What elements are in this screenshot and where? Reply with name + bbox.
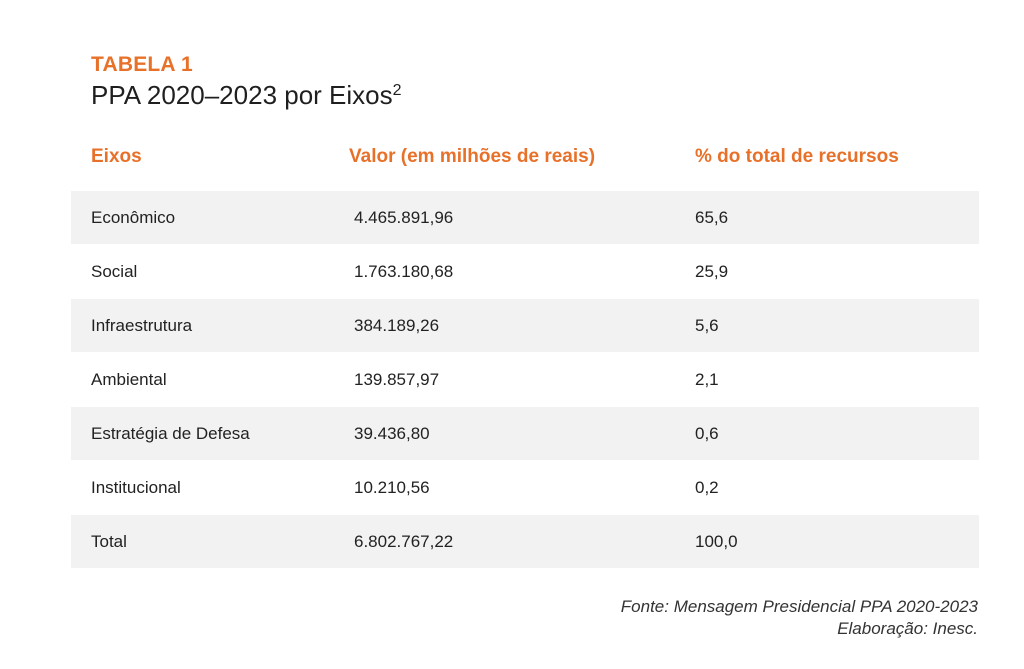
table-row: Ambiental 139.857,97 2,1	[71, 353, 979, 406]
cell-eixo: Estratégia de Defesa	[91, 424, 250, 443]
table-label: TABELA 1	[91, 53, 193, 76]
column-header-percent: % do total de recursos	[695, 146, 899, 167]
title-footnote-ref: 2	[392, 82, 402, 99]
cell-eixo: Total	[91, 532, 127, 551]
cell-percent: 5,6	[695, 316, 719, 335]
cell-percent: 25,9	[695, 262, 729, 281]
cell-valor: 4.465.891,96	[354, 208, 454, 227]
table-row: Econômico 4.465.891,96 65,6	[71, 191, 979, 244]
cell-eixo: Econômico	[91, 208, 176, 227]
cell-percent: 0,6	[695, 424, 719, 443]
table-row: Social 1.763.180,68 25,9	[71, 245, 979, 298]
cell-valor: 384.189,26	[354, 316, 440, 335]
cell-valor: 1.763.180,68	[354, 262, 454, 281]
table-row: Institucional 10.210,56 0,2	[71, 461, 979, 514]
cell-valor: 6.802.767,22	[354, 532, 454, 551]
credit-line: Elaboração: Inesc.	[837, 619, 978, 638]
cell-percent: 0,2	[695, 478, 719, 497]
column-header-eixos: Eixos	[91, 146, 142, 167]
cell-eixo: Ambiental	[91, 370, 167, 389]
cell-percent: 100,0	[695, 532, 738, 551]
table-body: Econômico 4.465.891,96 65,6 Social 1.763…	[71, 191, 979, 569]
table-title: PPA 2020–2023 por Eixos2	[91, 80, 402, 111]
source-line: Fonte: Mensagem Presidencial PPA 2020-20…	[620, 597, 978, 616]
table-row-total: Total 6.802.767,22 100,0	[71, 515, 979, 568]
column-header-valor: Valor (em milhões de reais)	[349, 146, 596, 167]
table-row: Infraestrutura 384.189,26 5,6	[71, 299, 979, 352]
cell-valor: 139.857,97	[354, 370, 440, 389]
table-source: Fonte: Mensagem Presidencial PPA 2020-20…	[621, 596, 978, 640]
table-row: Estratégia de Defesa 39.436,80 0,6	[71, 407, 979, 460]
title-text: PPA 2020–2023 por Eixos	[91, 80, 393, 110]
cell-percent: 65,6	[695, 208, 729, 227]
cell-eixo: Institucional	[91, 478, 181, 497]
cell-percent: 2,1	[695, 370, 719, 389]
cell-eixo: Social	[91, 262, 138, 281]
cell-valor: 10.210,56	[354, 478, 430, 497]
cell-valor: 39.436,80	[354, 424, 430, 443]
cell-eixo: Infraestrutura	[91, 316, 193, 335]
